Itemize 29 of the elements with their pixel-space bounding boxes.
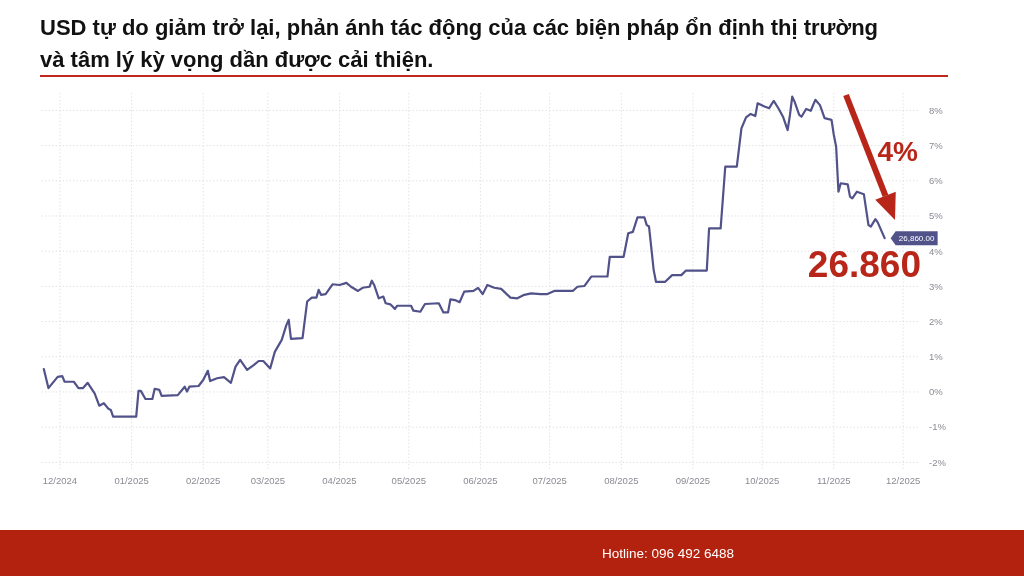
x-tick-label: 11/2025: [817, 475, 851, 486]
y-tick-label: 3%: [929, 280, 944, 292]
y-tick-label: 1%: [929, 351, 944, 363]
x-tick-label: 02/2025: [186, 475, 221, 486]
y-tick-label: 2%: [929, 315, 944, 327]
x-tick-label: 12/2025: [885, 475, 921, 486]
x-tick-label: 09/2025: [675, 475, 711, 486]
text: Hotline: 096 492 6488: [601, 546, 735, 561]
x-tick-label: 06/2025: [463, 475, 498, 486]
y-tick-label: 7%: [929, 139, 944, 151]
y-tick-label: 0%: [929, 386, 944, 398]
y-tick-label: 4%: [929, 245, 944, 257]
x-tick-label: 12/2024: [42, 475, 78, 486]
x-tick-label: 04/2025: [322, 475, 357, 486]
annotation: 26,860.00: [898, 233, 935, 243]
chart-title: USD tự do giảm trở lại, phản ánh tác động của các biện pháp ổn định thị trường và tâm lý kỳ vọng dần được cải thiện.: [40, 15, 879, 72]
x-tick-label: 03/2025: [250, 475, 286, 486]
y-tick-label: 6%: [929, 175, 944, 187]
y-tick-label: -2%: [929, 456, 947, 468]
y-tick-label: 8%: [929, 104, 944, 116]
x-tick-label: 07/2025: [532, 475, 567, 486]
x-tick-label: 08/2025: [604, 475, 639, 486]
annotation: 4%: [877, 136, 919, 167]
y-tick-label: -1%: [929, 421, 947, 433]
annotation: 26.860: [807, 244, 921, 285]
x-tick-label: 05/2025: [391, 475, 426, 486]
y-tick-label: 5%: [929, 210, 944, 222]
x-tick-label: 10/2025: [745, 475, 780, 486]
x-tick-label: 01/2025: [114, 475, 149, 486]
